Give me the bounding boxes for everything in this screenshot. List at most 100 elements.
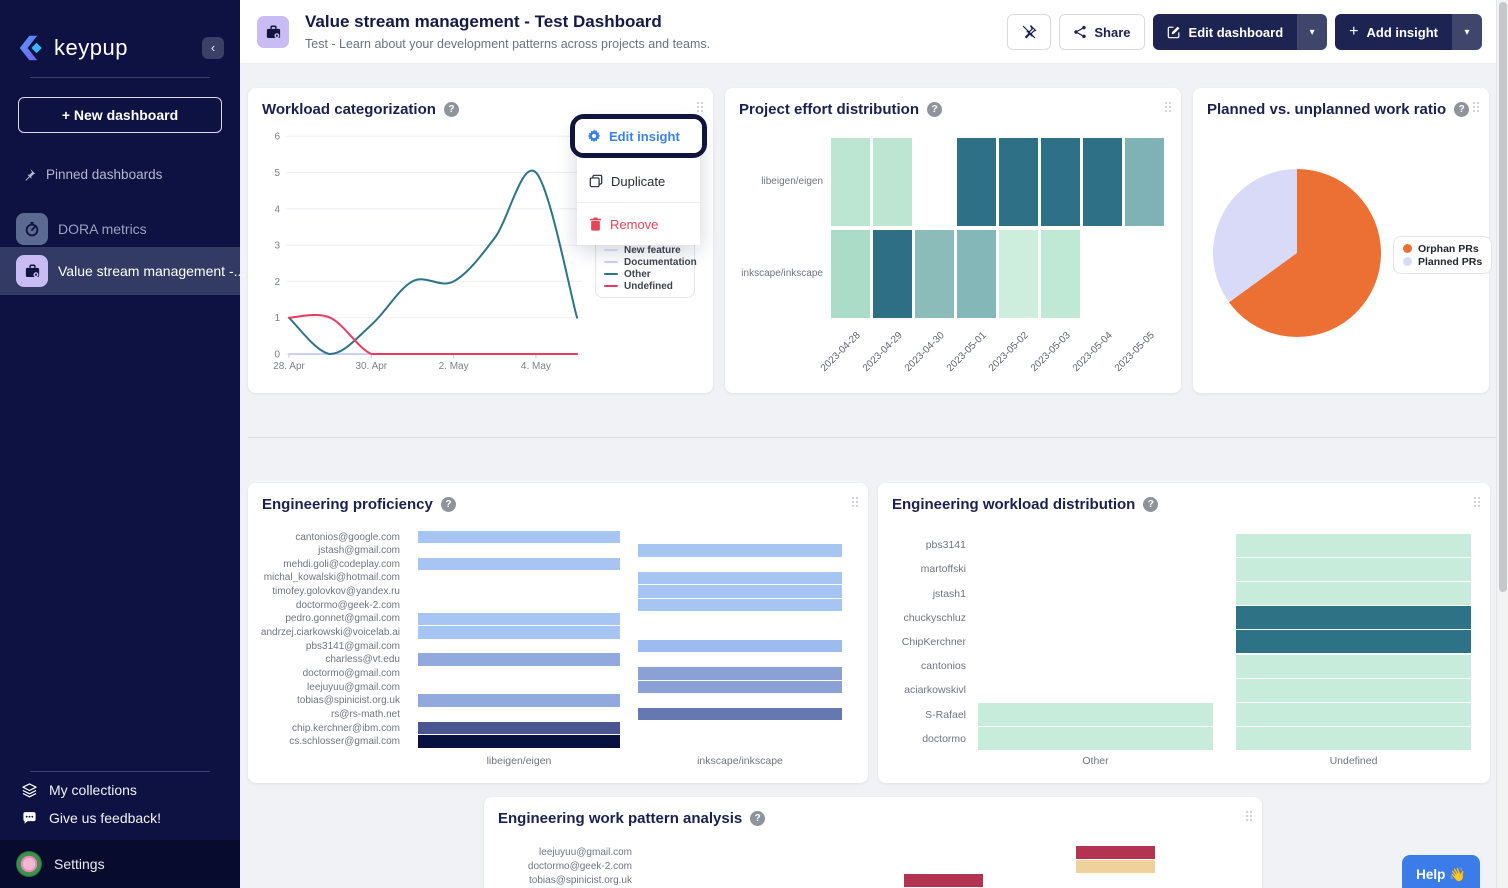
card-menu-kebab-icon[interactable] [852,497,858,507]
card-menu-kebab-icon[interactable] [1474,497,1480,507]
pie-legend: Orphan PRs Planned PRs [1393,236,1493,274]
sidebar-item-dora-metrics[interactable]: DORA metrics [0,205,240,253]
row-label: rs@rs-math.net [330,708,400,720]
help-icon[interactable]: ? [443,102,459,117]
pin-icon [25,168,36,181]
row-label: doctormo@geek-2.com [295,599,400,611]
trash-icon [589,217,602,231]
heatmap-cell [638,667,842,680]
avatar [16,851,42,877]
plus-icon: + [61,107,71,123]
unpin-dashboard-button[interactable] [1007,14,1052,50]
legend-item[interactable]: Documentation [604,256,697,268]
help-button[interactable]: Help 👋 [1402,855,1480,888]
heatmap-cell [1236,727,1471,751]
legend-marker [604,284,618,288]
legend-marker [604,248,618,252]
legend-item[interactable]: Planned PRs [1403,255,1482,268]
svg-text:3: 3 [274,241,280,252]
help-icon[interactable]: ? [1454,102,1470,117]
new-dashboard-button[interactable]: + New dashboard [18,97,222,133]
heatmap-plot: libeigen/eigen inkscape/inkscape 2023-04-2… [725,88,1181,393]
sidebar-item-label: DORA metrics [58,221,147,237]
sidebar-item-label: Value stream management -... [58,263,246,279]
row-label: chuckyschluz [903,611,966,624]
heatmap-cell [1075,859,1155,873]
card-engineering-proficiency: Engineering proficiency ? cantonios@goog… [248,483,868,783]
heatmap-cell [418,626,620,639]
legend-marker [604,272,618,276]
add-insight-caret-button[interactable]: ▾ [1452,14,1482,50]
legend-item[interactable]: New feature [604,244,686,256]
row-label: michal_kowalski@hotmail.com [263,572,400,584]
card-menu-kebab-icon[interactable] [1473,102,1479,112]
row-label: S-Rafael [925,708,966,721]
menu-item-edit-insight[interactable]: Edit insight [575,119,702,153]
my-collections-link[interactable]: My collections [22,782,137,798]
legend-item[interactable]: Undefined [604,280,686,292]
heatmap-cell [1125,138,1164,226]
heatmap-cell [418,735,620,748]
heatmap-cell [1236,678,1471,702]
settings-button[interactable]: Settings [0,840,240,888]
x-axis-label: libeigen/eigen [486,755,552,767]
add-insight-button-group: + Add insight ▾ [1335,14,1482,50]
share-button[interactable]: Share [1059,14,1145,50]
heatmap-cell [978,702,1213,727]
row-label: tobias@spinicist.org.uk [297,695,400,707]
add-insight-button[interactable]: + Add insight [1335,14,1452,50]
heatmap-plot: cantonios@google.com jstash@gmail.com mehd… [248,483,868,783]
menu-item-remove[interactable]: Remove [577,203,700,245]
svg-text:2. May: 2. May [439,361,469,372]
svg-text:28. Apr: 28. Apr [273,361,305,372]
edit-dashboard-caret-button[interactable]: ▾ [1297,14,1328,50]
heatmap-cell [418,612,620,625]
heatmap-cell [638,571,842,584]
keypup-logo-icon [19,35,42,61]
menu-item-duplicate[interactable]: Duplicate [577,160,700,202]
legend-label: Documentation [624,256,697,268]
pinned-dashboards-label: Pinned dashboards [22,167,162,182]
row-label: libeigen/eigen [761,176,823,187]
legend-marker [1403,257,1412,266]
row-label: pbs3141 [925,539,966,552]
help-icon[interactable]: ? [1143,497,1159,512]
page-title: Value stream management - Test Dashboard [305,12,662,31]
edit-dashboard-button-group: Edit dashboard ▾ [1152,14,1328,50]
help-icon[interactable]: ? [927,102,942,117]
heatmap-cell [873,138,912,226]
heatmap-cell [418,694,620,707]
scrollbar-thumb[interactable] [1499,2,1507,592]
legend-label: Planned PRs [1418,255,1483,268]
sidebar-item-value-stream[interactable]: Value stream management -... [0,247,245,295]
heatmap-cell [1236,557,1471,581]
edit-dashboard-button[interactable]: Edit dashboard [1152,14,1298,50]
row-label: doctormo@gmail.com [302,668,400,679]
heatmap-cell [831,138,870,226]
svg-text:5: 5 [274,168,280,179]
layers-icon [22,782,37,797]
feedback-link[interactable]: Give us feedback! [22,810,161,826]
row-label: aciarkowskivl [904,684,966,697]
line-chart-legend: New feature Documentation Other Undefined [595,238,697,298]
heatmap-cell [1041,138,1080,226]
legend-label: Other [624,268,651,280]
legend-marker [604,260,618,264]
card-menu-kebab-icon[interactable] [697,102,703,112]
heatmap-cell [1236,533,1471,557]
heatmap-cell [999,138,1038,226]
svg-text:1: 1 [274,313,280,324]
row-label: cantonios [921,660,966,673]
help-icon[interactable]: ? [440,497,456,512]
legend-item[interactable]: Orphan PRs [1403,242,1482,255]
help-icon[interactable]: ? [750,811,766,826]
card-menu-kebab-icon[interactable] [1165,102,1171,112]
sidebar-collapse-button[interactable]: ‹ [202,37,224,59]
card-title: Engineering proficiency [262,496,433,513]
card-menu-kebab-icon[interactable] [1246,811,1252,821]
legend-item[interactable]: Other [604,268,686,280]
heatmap-cell [1236,702,1471,727]
heatmap-cell [638,585,842,598]
svg-text:4. May: 4. May [521,361,551,372]
share-icon [1074,25,1087,39]
